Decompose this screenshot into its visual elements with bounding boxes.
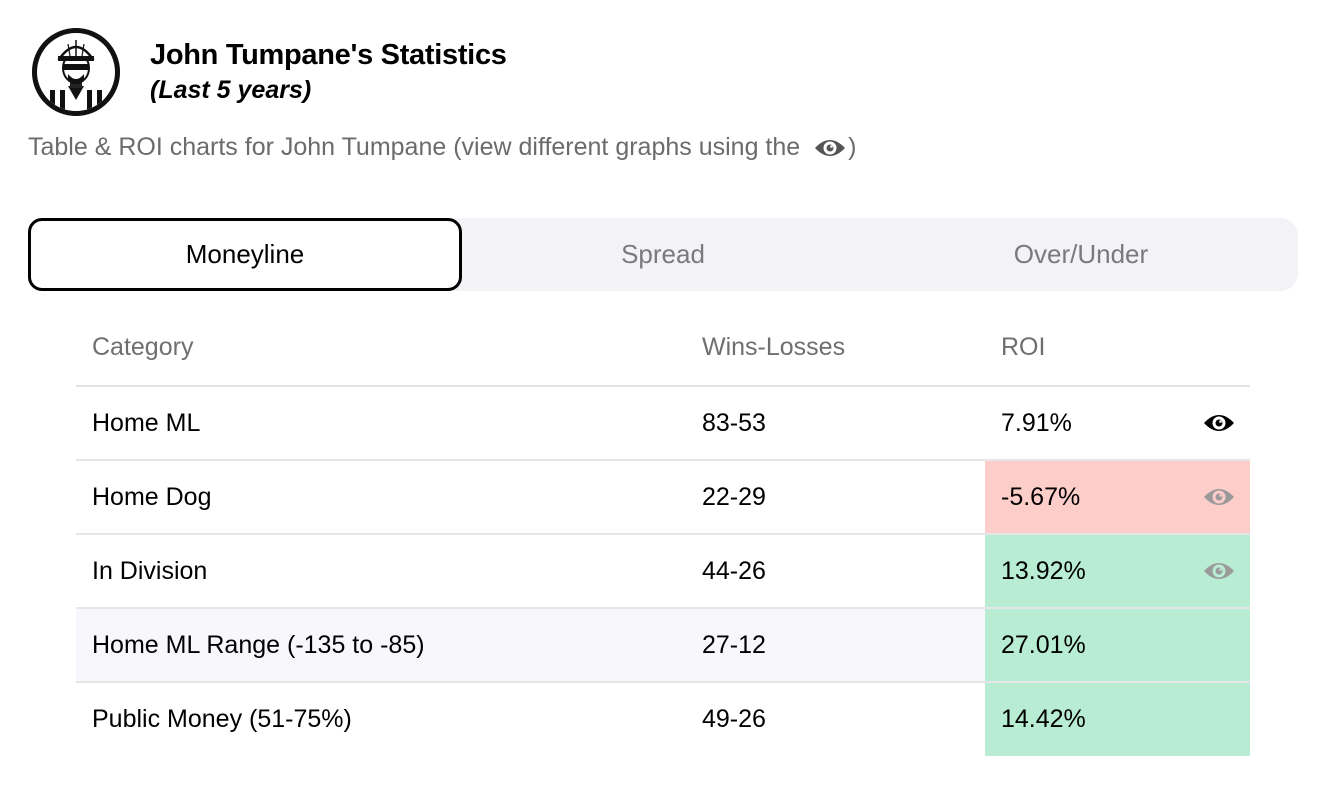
roi-cell: 27.01% <box>985 608 1250 683</box>
record-cell: 22-29 <box>686 460 985 535</box>
roi-value: -5.67% <box>1001 482 1081 511</box>
category-cell: Home Dog <box>76 460 686 535</box>
eye-icon <box>814 136 846 160</box>
record-cell: 49-26 <box>702 705 766 733</box>
roi-cell: 13.92% <box>985 534 1250 609</box>
table-row: Public Money (51-75%) 49-26 14.42% <box>76 682 1250 756</box>
eye-icon[interactable] <box>1202 554 1236 588</box>
record-cell: 27-12 <box>686 608 985 683</box>
description-text: Table & ROI charts for John Tumpane (vie… <box>28 133 801 161</box>
tab-moneyline[interactable]: Moneyline <box>28 218 462 291</box>
column-header-roi: ROI <box>985 310 1250 387</box>
column-header-category: Category <box>76 310 686 387</box>
page-title: John Tumpane's Statistics <box>150 39 507 71</box>
header: John Tumpane's Statistics (Last 5 years) <box>32 28 507 116</box>
record-cell: 83-53 <box>686 386 985 461</box>
roi-cell: 7.91% <box>985 386 1250 461</box>
eye-icon[interactable] <box>1202 406 1236 440</box>
tab-spread[interactable]: Spread <box>621 239 705 269</box>
roi-value: 13.92% <box>1001 556 1086 585</box>
category-cell: Public Money (51-75%) <box>92 705 352 733</box>
record-cell: 44-26 <box>686 534 985 609</box>
column-header-wins-losses: Wins-Losses <box>686 310 985 387</box>
table-row: Home ML Range (-135 to -85) 27-12 27.01% <box>76 608 1250 683</box>
roi-value: 7.91% <box>1001 408 1072 437</box>
table-row: Home ML 83-53 7.91% <box>76 386 1250 461</box>
roi-cell: 14.42% <box>985 682 1250 756</box>
roi-value: 14.42% <box>1001 705 1086 733</box>
description-closing: ) <box>848 133 857 161</box>
description: Table & ROI charts for John Tumpane (vie… <box>28 133 857 162</box>
category-cell: Home ML Range (-135 to -85) <box>76 608 686 683</box>
page-subtitle: (Last 5 years) <box>150 76 312 104</box>
roi-value: 27.01% <box>1001 630 1086 659</box>
referee-avatar-icon <box>32 28 120 116</box>
stats-table: Category Wins-Losses ROI Home ML 83-53 7… <box>76 310 1250 756</box>
table-row: In Division 44-26 13.92% <box>76 534 1250 609</box>
category-cell: In Division <box>76 534 686 609</box>
table-header-row: Category Wins-Losses ROI <box>76 310 1250 387</box>
bet-type-tabs: Moneyline Spread Over/Under <box>28 218 1298 291</box>
roi-cell: -5.67% <box>985 460 1250 535</box>
table-row: Home Dog 22-29 -5.67% <box>76 460 1250 535</box>
tab-over-under[interactable]: Over/Under <box>1013 239 1149 269</box>
eye-icon[interactable] <box>1202 480 1236 514</box>
category-cell: Home ML <box>76 386 686 461</box>
